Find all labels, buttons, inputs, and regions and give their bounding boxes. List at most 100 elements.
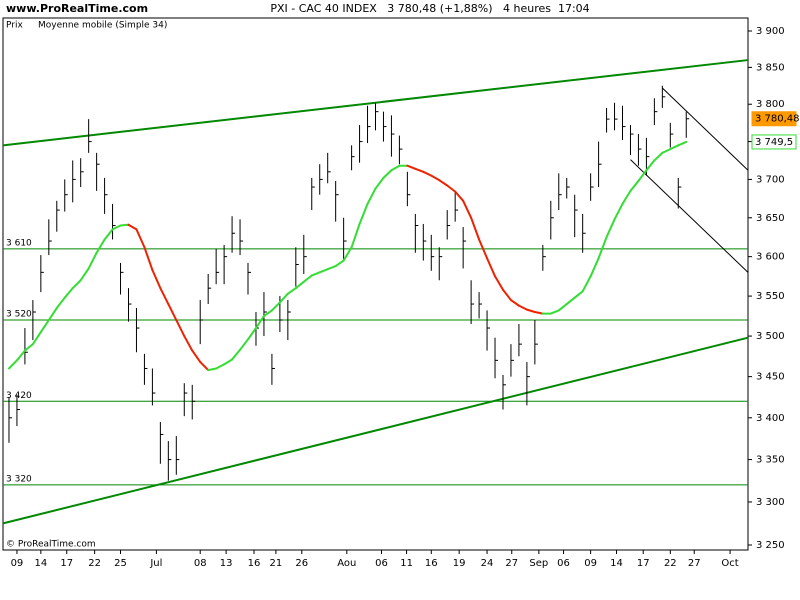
y-tick-label: 3 650: [756, 213, 785, 224]
moving-average: [661, 148, 672, 154]
moving-average: [470, 216, 481, 241]
y-tick-label: 3 400: [756, 413, 785, 424]
moving-average: [525, 308, 536, 314]
x-tick-label: 13: [220, 558, 233, 569]
moving-average: [159, 287, 170, 306]
moving-average: [621, 189, 632, 205]
moving-average: [294, 280, 305, 290]
x-tick-label: 21: [270, 558, 283, 569]
moving-average: [167, 303, 178, 322]
moving-average: [573, 290, 584, 299]
moving-average: [47, 307, 58, 322]
moving-average: [15, 349, 26, 362]
moving-average: [374, 176, 385, 190]
moving-average: [191, 349, 202, 363]
moving-average: [223, 358, 234, 366]
moving-average: [270, 301, 281, 312]
moving-average: [533, 311, 544, 315]
y-tick-label: 3 250: [756, 540, 785, 551]
moving-average: [334, 259, 345, 268]
trendline: [2, 59, 749, 147]
moving-average: [414, 167, 425, 173]
moving-average: [143, 246, 154, 272]
moving-average: [677, 140, 688, 147]
y-tick-label: 3 300: [756, 497, 785, 508]
x-tick-label: 27: [505, 558, 518, 569]
moving-average: [581, 275, 592, 293]
moving-average: [438, 179, 449, 187]
y-tick-label: 3 850: [756, 62, 785, 73]
price-box: [751, 111, 797, 127]
moving-average: [422, 170, 433, 177]
moving-average: [207, 367, 218, 372]
moving-average: [231, 348, 242, 361]
moving-average: [430, 174, 441, 182]
x-tick-label: 27: [688, 558, 701, 569]
moving-average: [79, 267, 90, 282]
moving-average: [119, 223, 130, 227]
moving-average: [605, 218, 616, 239]
x-tick-label: 06: [375, 558, 388, 569]
x-tick-label: 14: [610, 558, 623, 569]
y-tick-label: 3 450: [756, 372, 785, 383]
moving-average: [254, 315, 265, 330]
moving-average: [629, 179, 640, 192]
moving-average: [135, 228, 146, 249]
moving-average: [501, 288, 512, 302]
moving-average: [71, 279, 82, 290]
moving-average: [358, 202, 369, 225]
moving-average: [565, 296, 576, 306]
moving-average: [637, 169, 648, 182]
x-tick-label: 26: [295, 558, 308, 569]
moving-average: [478, 238, 489, 260]
plot-frame: [2, 17, 749, 551]
moving-average: [326, 265, 337, 271]
moving-average: [669, 144, 680, 151]
level-label: 3 420: [6, 391, 32, 401]
moving-average: [645, 159, 656, 172]
level-label: 3 320: [6, 474, 32, 484]
x-tick-label: 08: [194, 558, 207, 569]
moving-average: [55, 296, 66, 310]
y-tick-label: 3 800: [756, 99, 785, 110]
x-tick-label: 22: [664, 558, 677, 569]
x-tick-label: 16: [425, 558, 438, 569]
moving-average: [462, 199, 473, 219]
chart-title: PXI - CAC 40 INDEX 3 780,48 (+1,88%) 4 h…: [270, 2, 589, 15]
moving-average: [95, 238, 106, 254]
moving-average: [342, 246, 353, 262]
trendline: [2, 336, 749, 525]
moving-average: [653, 151, 664, 162]
x-tick-label: Jul: [149, 558, 162, 569]
site-name: www.ProRealTime.com: [6, 2, 148, 15]
x-tick-label: 24: [481, 558, 494, 569]
footer: © ProRealTime.com: [6, 540, 96, 550]
moving-average: [613, 202, 624, 221]
moving-average: [215, 363, 226, 370]
moving-average: [350, 222, 361, 249]
y-tick-label: 3 600: [756, 252, 785, 263]
x-tick-label: 22: [88, 558, 101, 569]
moving-average: [302, 274, 313, 283]
x-tick-label: 17: [60, 558, 73, 569]
y-tick-label: 3 350: [756, 455, 785, 466]
moving-average: [310, 271, 321, 277]
moving-average: [390, 164, 401, 172]
moving-average: [111, 224, 122, 231]
moving-average: [318, 268, 329, 274]
price-legend: Prix: [6, 21, 23, 31]
trendline: [630, 159, 749, 273]
moving-average: [175, 319, 186, 338]
moving-average: [454, 190, 465, 202]
x-tick-label: 25: [114, 558, 127, 569]
y-tick-label: 3 700: [756, 174, 785, 185]
level-label: 3 520: [6, 310, 32, 320]
moving-average: [63, 287, 74, 299]
moving-average: [239, 338, 250, 351]
moving-average: [557, 303, 568, 312]
x-tick-label: Oct: [721, 558, 738, 569]
moving-average: [278, 292, 289, 304]
x-tick-label: 11: [400, 558, 413, 569]
